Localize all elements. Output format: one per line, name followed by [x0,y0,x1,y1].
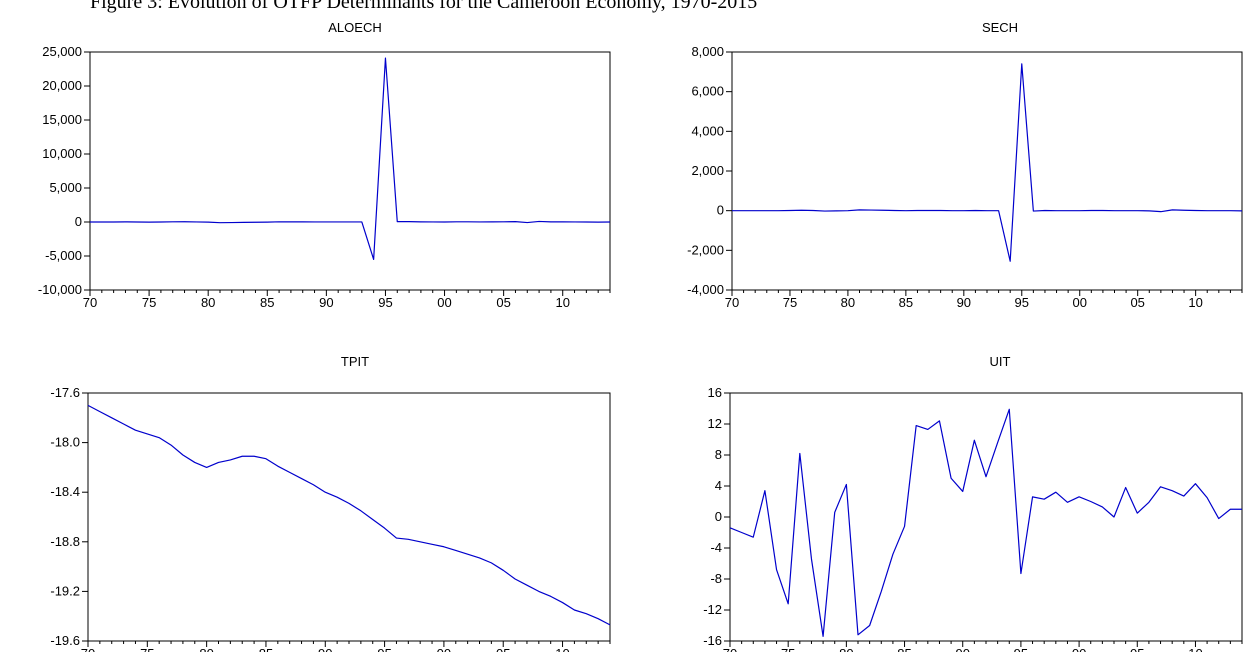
x-tick-label: 95 [1015,295,1029,310]
plot-frame [89,51,611,291]
y-tick-label: 8,000 [691,44,724,59]
axis-labels: -16 -12 -8 -4 0 4 8 12 16 70 75 80 85 90 95 00 05 10 [703,385,1202,652]
y-tick-label: -2,000 [687,242,724,257]
y-tick-label: -17.6 [50,385,80,400]
x-tick-label: 90 [319,295,333,310]
series-line [87,404,611,626]
x-tick-label: 70 [81,646,95,652]
x-tick-label: 10 [555,295,569,310]
series-line [732,63,1243,262]
y-tick-label: -19.2 [50,583,80,598]
y-tick-label: 10,000 [42,146,82,161]
y-tick-label: 20,000 [42,78,82,93]
x-tick-label: 00 [437,295,451,310]
plot-frame [87,392,611,642]
x-tick-label: 75 [781,646,795,652]
y-tick-label: 0 [75,214,82,229]
y-tick-label: -18.0 [50,435,80,450]
x-tick-label: 85 [899,295,913,310]
y-tick-label: -5,000 [45,248,82,263]
y-tick-label: 0 [717,203,724,218]
x-tick-label: 75 [783,295,797,310]
y-tick-label: -19.6 [50,633,80,648]
axis-ticks [84,51,611,296]
y-tick-label: 4,000 [691,123,724,138]
x-tick-label: 95 [377,646,391,652]
axis-ticks [724,392,1243,647]
y-tick-label: 8 [715,447,722,462]
x-tick-label: 80 [841,295,855,310]
y-tick-label: -4,000 [687,282,724,297]
x-tick-label: 70 [723,646,737,652]
x-tick-label: 95 [1014,646,1028,652]
series-line [90,57,611,260]
chart-title: UIT [990,354,1011,369]
axis-labels: -4,000 -2,000 0 2,000 4,000 6,000 8,000 70 75 80 8… [687,44,1203,310]
x-tick-label: 10 [555,646,569,652]
y-tick-label: 5,000 [49,180,82,195]
y-tick-label: 12 [708,416,722,431]
chart-title: ALOECH [328,20,381,35]
chart-title: SECH [982,20,1018,35]
chart-panel-sech: SECH -4,000 -2,000 0 2,000 4,000 6,000 8,000 70… [687,20,1243,310]
x-tick-label: 80 [201,295,215,310]
x-tick-label: 85 [260,295,274,310]
x-tick-label: 10 [1188,646,1202,652]
figure-title: Figure 3: Evolution of OTFP Determinants… [90,0,757,13]
x-tick-label: 00 [1072,295,1086,310]
x-tick-label: 00 [1072,646,1086,652]
y-tick-label: 4 [715,478,722,493]
y-tick-label: -18.4 [50,484,80,499]
y-tick-label: 25,000 [42,44,82,59]
chart-panel-aloech: ALOECH -10,000 -5,000 0 5,000 10,000 15,000 20… [38,20,611,310]
y-tick-label: 16 [708,385,722,400]
x-tick-label: 10 [1188,295,1202,310]
x-tick-label: 85 [897,646,911,652]
series-line [729,408,1242,637]
x-tick-label: 85 [259,646,273,652]
y-tick-label: -8 [710,571,722,586]
chart-panel-tpit: TPIT -19.6 -19.2 -18.8 -18.4 -18.0 -17.6 70 75 8… [50,354,611,652]
x-tick-label: 05 [496,295,510,310]
x-tick-label: 80 [199,646,213,652]
x-tick-label: 90 [955,646,969,652]
y-tick-label: 0 [715,509,722,524]
axis-labels: -19.6 -19.2 -18.8 -18.4 -18.0 -17.6 70 75 80 85 90… [50,385,569,652]
y-tick-label: 2,000 [691,163,724,178]
y-tick-label: -10,000 [38,282,82,297]
axis-ticks [82,392,611,647]
x-tick-label: 90 [957,295,971,310]
x-tick-label: 80 [839,646,853,652]
x-tick-label: 05 [496,646,510,652]
axis-ticks [726,51,1243,296]
y-tick-label: -16 [703,633,722,648]
x-tick-label: 70 [725,295,739,310]
x-tick-label: 05 [1130,646,1144,652]
chart-title: TPIT [341,354,369,369]
y-tick-label: 6,000 [691,84,724,99]
y-tick-label: 15,000 [42,112,82,127]
x-tick-label: 75 [142,295,156,310]
x-tick-label: 00 [437,646,451,652]
y-tick-label: -4 [710,540,722,555]
y-tick-label: -12 [703,602,722,617]
x-tick-label: 05 [1130,295,1144,310]
x-tick-label: 95 [378,295,392,310]
x-tick-label: 90 [318,646,332,652]
plot-frame [731,51,1243,291]
chart-panel-uit: UIT -16 -12 -8 -4 0 4 8 12 16 70 75 80 85 90 95 00 05 10 [703,354,1243,652]
y-tick-label: -18.8 [50,534,80,549]
x-tick-label: 75 [140,646,154,652]
axis-labels: -10,000 -5,000 0 5,000 10,000 15,000 20,000 25,… [38,44,570,310]
x-tick-label: 70 [83,295,97,310]
